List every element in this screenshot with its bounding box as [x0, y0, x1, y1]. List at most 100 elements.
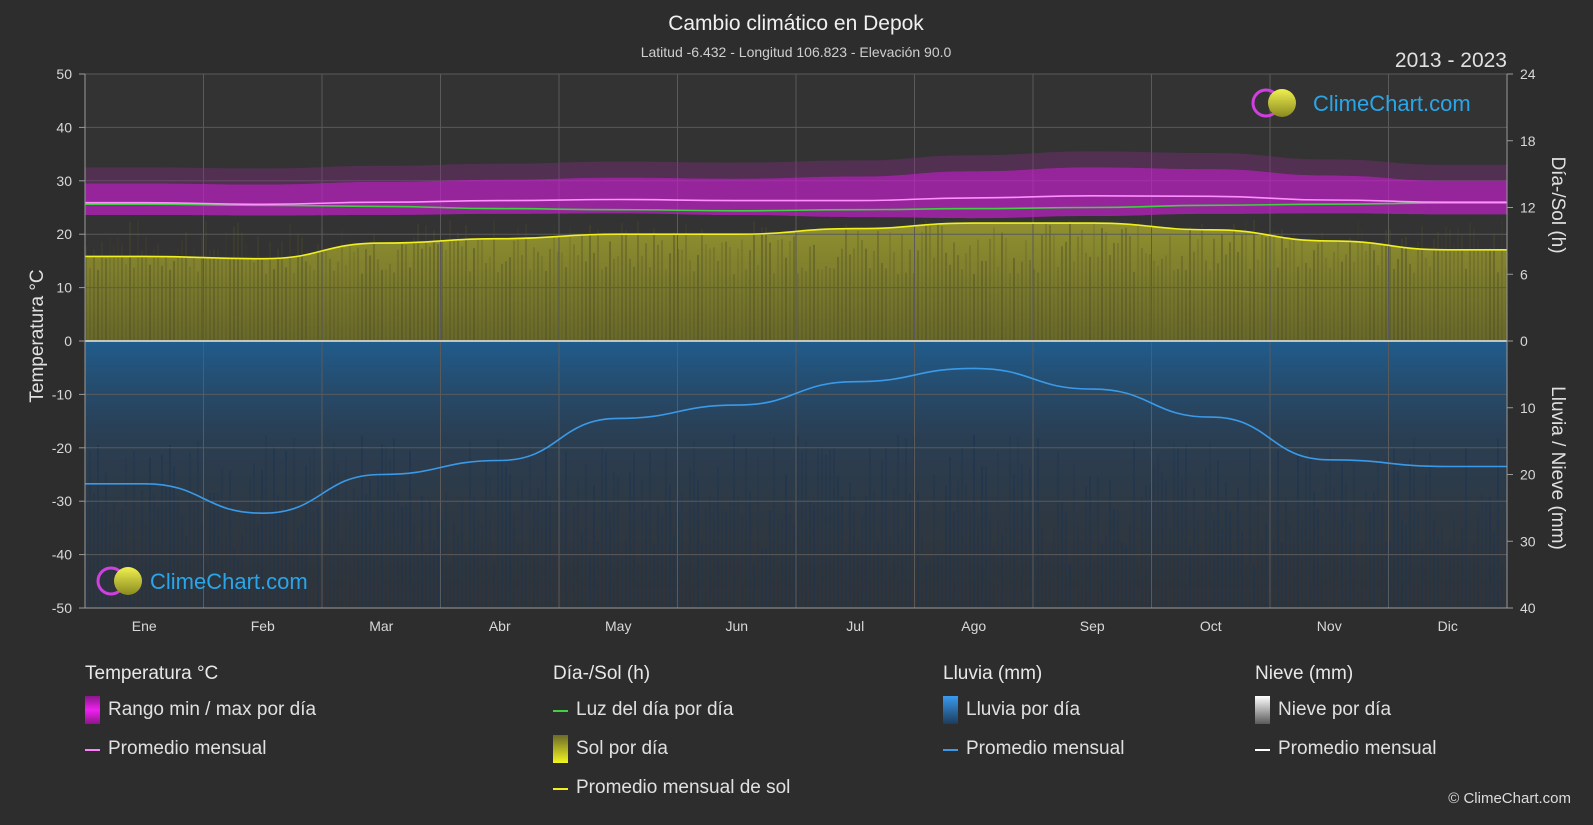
- temp-range-band: [85, 167, 1507, 219]
- sun-day-bar: [961, 269, 963, 341]
- rain-day-bar: [953, 510, 955, 608]
- sun-day-bar: [893, 252, 895, 341]
- sun-day-bar: [713, 247, 715, 341]
- y-right-top-tick-label: 12: [1520, 200, 1536, 216]
- sun-day-bar: [1253, 219, 1255, 341]
- sun-day-bar: [841, 248, 843, 341]
- rain-day-bar: [993, 546, 995, 608]
- sun-day-bar: [509, 257, 511, 341]
- rain-day-bar: [249, 477, 251, 608]
- sun-day-bar: [729, 246, 731, 341]
- rain-day-bar: [1161, 471, 1163, 608]
- sun-day-bar: [1421, 226, 1423, 341]
- sun-day-bar: [609, 241, 611, 341]
- period-label: 2013 - 2023: [1395, 49, 1507, 72]
- rain-day-bar: [485, 461, 487, 608]
- x-tick-label-month: Jun: [725, 618, 748, 634]
- sun-day-bar: [801, 267, 803, 341]
- sun-day-bar: [1365, 250, 1367, 341]
- sun-day-bar: [357, 247, 359, 341]
- rain-day-bar: [641, 478, 643, 608]
- sun-day-bar: [545, 270, 547, 341]
- sun-day-bar: [561, 252, 563, 341]
- rain-day-bar: [1165, 479, 1167, 608]
- sun-day-bar: [493, 220, 495, 341]
- rain-day-bar: [837, 476, 839, 608]
- rain-day-bar: [1137, 566, 1139, 608]
- sun-day-bar: [745, 269, 747, 341]
- sun-day-bar: [465, 225, 467, 341]
- rain-day-bar: [1301, 523, 1303, 608]
- rain-day-bar: [457, 534, 459, 608]
- legend-item: Luz del día por día: [553, 699, 790, 738]
- sun-day-bar: [1181, 256, 1183, 341]
- sun-day-bar: [953, 242, 955, 341]
- rain-day-bar: [1233, 555, 1235, 608]
- legend-label: Promedio mensual: [108, 738, 267, 759]
- sun-day-bar: [657, 244, 659, 341]
- rain-day-bar: [225, 533, 227, 608]
- rain-day-bar: [653, 544, 655, 608]
- sun-day-bar: [1117, 243, 1119, 341]
- rain-day-bar: [245, 508, 247, 608]
- sun-day-bar: [141, 250, 143, 341]
- sun-day-bar: [541, 255, 543, 341]
- rain-day-bar: [665, 446, 667, 608]
- sun-day-bar: [289, 224, 291, 341]
- rain-day-bar: [1237, 487, 1239, 608]
- sun-day-bar: [437, 243, 439, 341]
- rain-day-bar: [573, 506, 575, 608]
- sun-day-bar: [885, 268, 887, 341]
- sun-day-bar: [693, 271, 695, 341]
- rain-day-bar: [525, 553, 527, 608]
- sun-day-bar: [221, 259, 223, 341]
- sun-day-bar: [149, 264, 151, 341]
- rain-day-bar: [513, 514, 515, 608]
- sun-day-bar: [121, 243, 123, 341]
- rain-day-bar: [625, 539, 627, 608]
- y-right-bottom-tick-label: 30: [1520, 533, 1536, 549]
- rain-day-bar: [577, 480, 579, 608]
- rain-day-bar: [757, 456, 759, 608]
- rain-day-bar: [1101, 545, 1103, 608]
- y-left-axis-label: Temperatura °C: [27, 269, 48, 402]
- rain-day-bar: [1089, 476, 1091, 608]
- sun-day-bar: [277, 248, 279, 341]
- rain-day-bar: [593, 485, 595, 608]
- sun-day-bar: [689, 260, 691, 341]
- rain-day-bar: [277, 495, 279, 608]
- rain-day-bar: [209, 492, 211, 608]
- rain-day-bar: [957, 480, 959, 608]
- rain-day-bar: [405, 504, 407, 608]
- rain-day-bar: [1481, 493, 1483, 608]
- copyright: © ClimeChart.com: [1448, 790, 1571, 807]
- sun-day-bar: [173, 260, 175, 341]
- sun-day-bar: [361, 273, 363, 341]
- rain-day-bar: [1193, 488, 1195, 608]
- y-left-tick-label: -40: [52, 547, 72, 563]
- x-tick-label-month: Ene: [132, 618, 157, 634]
- sun-day-bar: [1445, 226, 1447, 341]
- rain-day-bar: [305, 465, 307, 608]
- sun-day-bar: [409, 267, 411, 341]
- legend-item: Lluvia por día: [943, 696, 1124, 738]
- sun-day-bar: [305, 261, 307, 341]
- sun-day-bar: [225, 232, 227, 341]
- legend-header: Día-/Sol (h): [553, 663, 651, 684]
- sun-day-bar: [1237, 252, 1239, 341]
- sun-day-bar: [761, 227, 763, 341]
- sun-day-bar: [1297, 266, 1299, 341]
- sun-day-bar: [1137, 219, 1139, 341]
- sun-day-bar: [537, 251, 539, 341]
- sun-day-bar: [1361, 228, 1363, 341]
- legend-label: Promedio mensual: [1278, 738, 1437, 759]
- sun-day-bar: [1393, 268, 1395, 341]
- sun-day-bar: [1469, 222, 1471, 341]
- rain-day-bar: [925, 563, 927, 608]
- rain-day-bar: [1293, 532, 1295, 608]
- sun-day-bar: [501, 264, 503, 341]
- rain-day-bar: [821, 445, 823, 608]
- sun-day-bar: [1485, 247, 1487, 341]
- sun-day-bar: [257, 236, 259, 341]
- rain-day-bar: [1013, 473, 1015, 608]
